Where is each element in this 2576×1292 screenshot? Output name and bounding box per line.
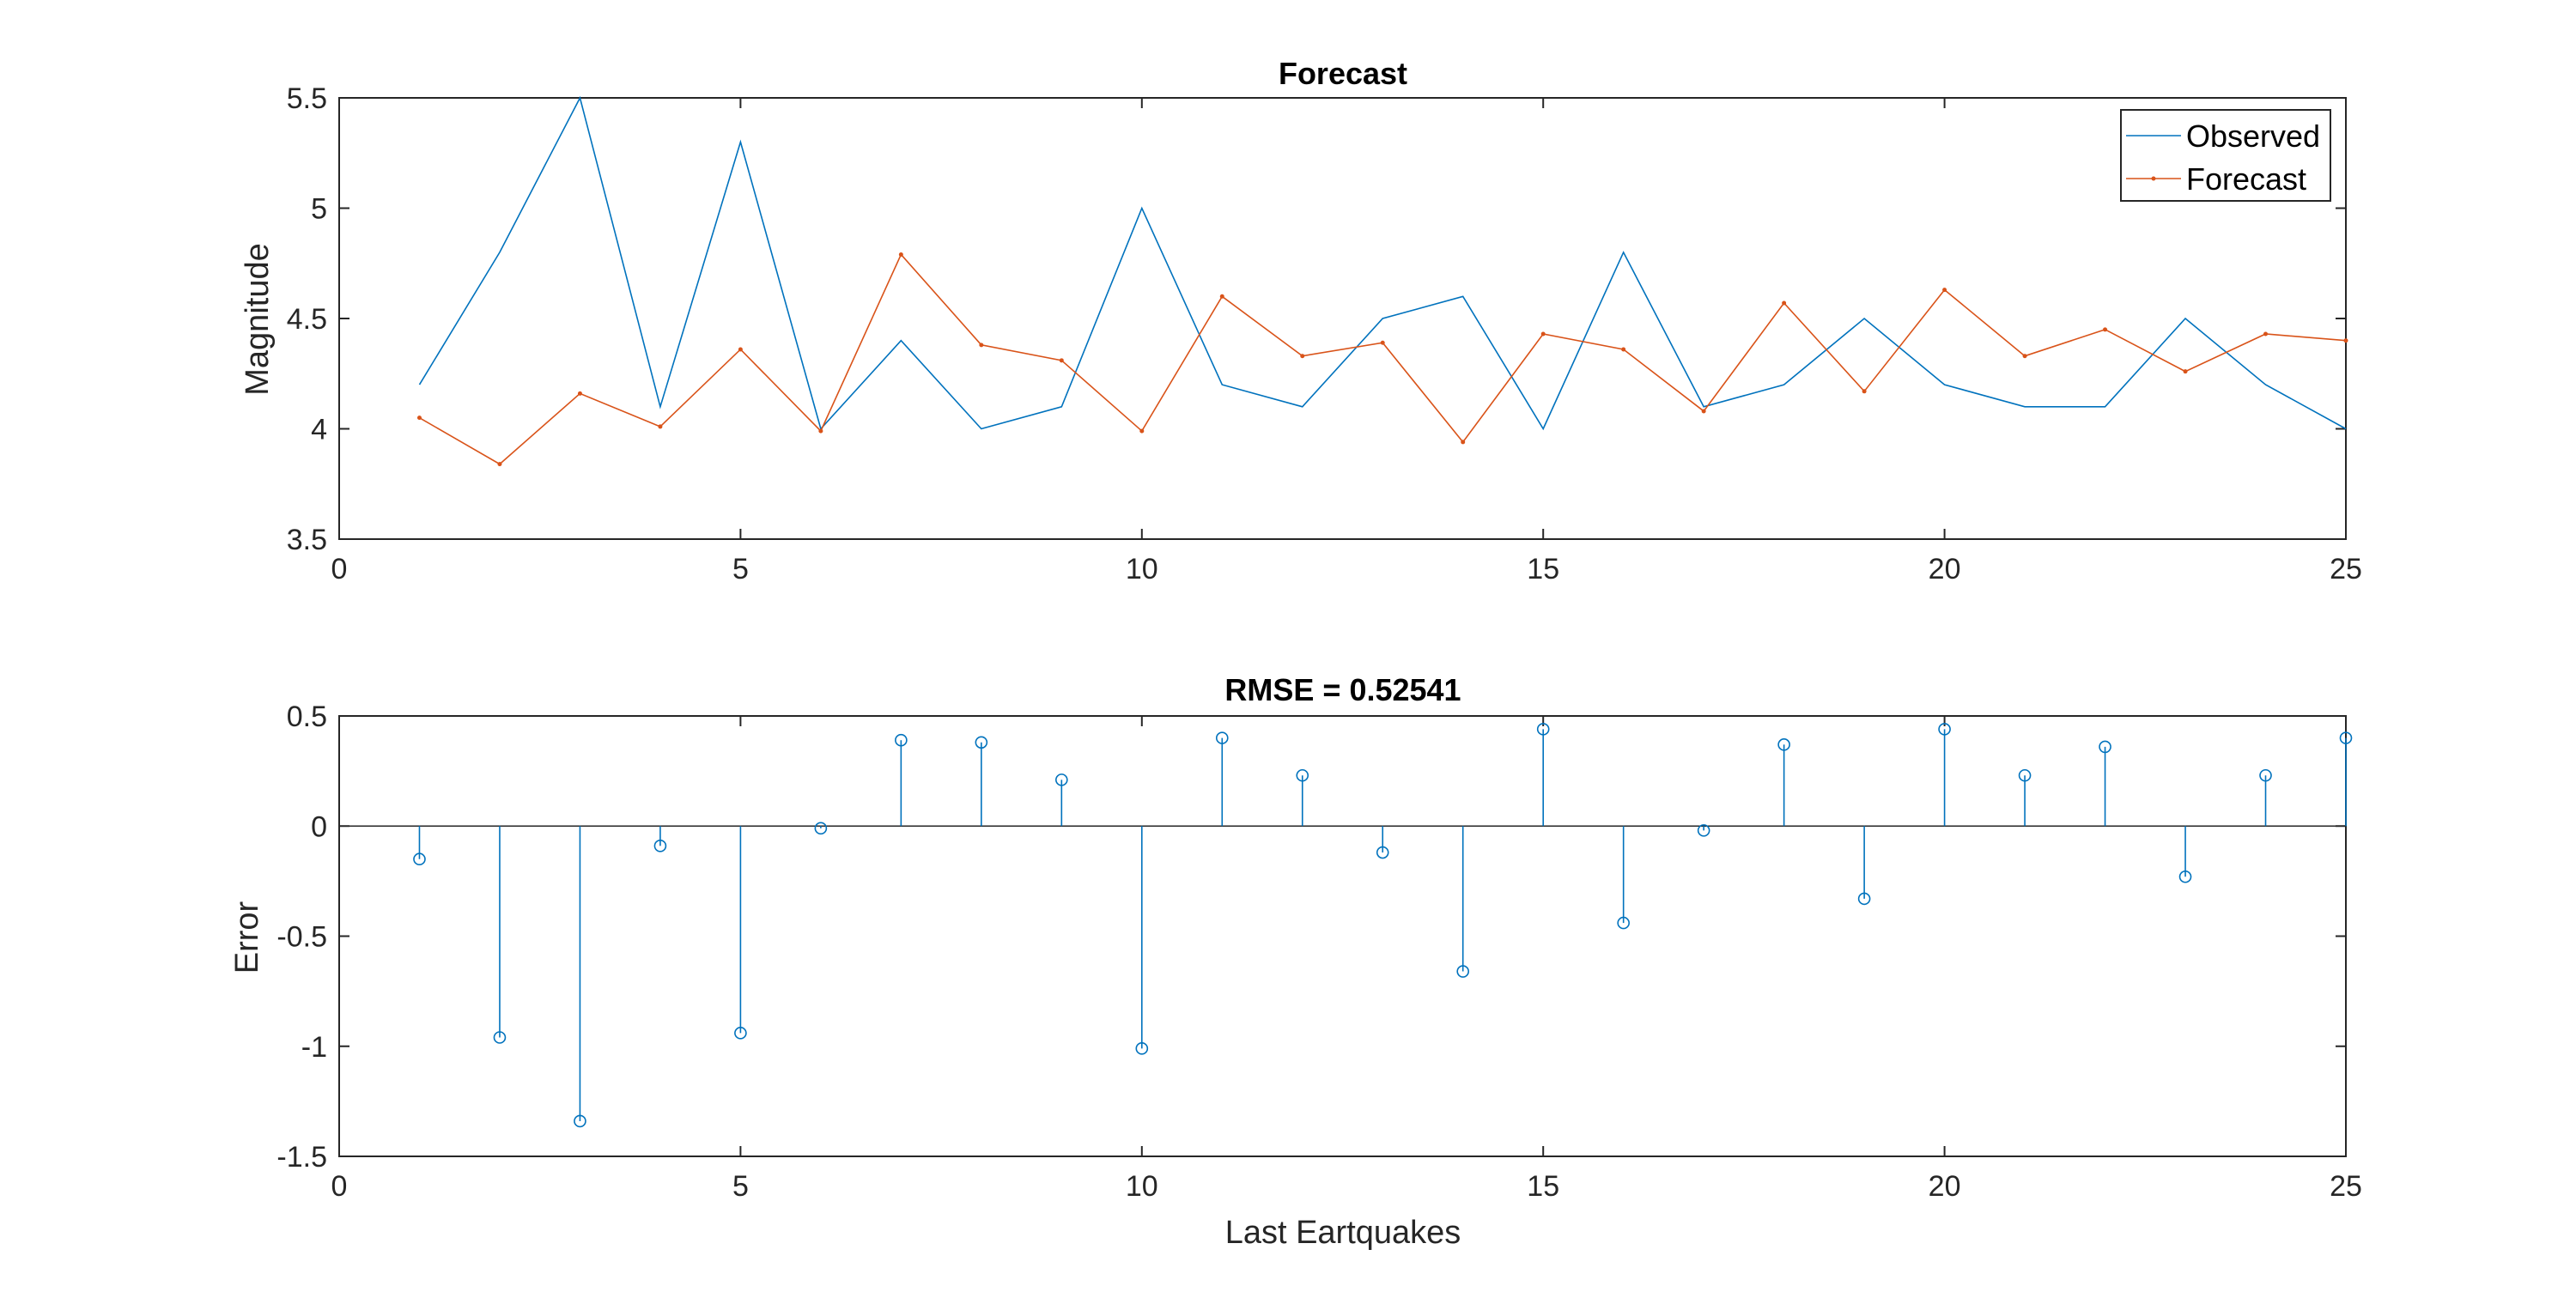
forecast-ylabel: Magnitude xyxy=(240,243,276,395)
error-point xyxy=(493,1031,507,1044)
forecast-xtick-label: 15 xyxy=(1527,553,1559,585)
error-ytick-label: -1 xyxy=(301,1031,327,1064)
forecast-ytick-label: 5 xyxy=(311,193,327,226)
error-point xyxy=(1215,731,1229,744)
series-forecast-point xyxy=(979,343,984,348)
error-point xyxy=(2099,740,2111,754)
forecast-title: Forecast xyxy=(1279,56,1407,91)
error-point xyxy=(734,1027,747,1040)
error-point xyxy=(895,733,908,747)
error-point xyxy=(2178,870,2192,883)
error-xtick-label: 5 xyxy=(732,1170,749,1203)
error-point xyxy=(1938,723,1951,736)
forecast-xtick-label: 20 xyxy=(1929,553,1961,585)
error-point xyxy=(1376,846,1389,859)
forecast-ytick-label: 4.5 xyxy=(287,303,327,336)
error-point xyxy=(653,840,667,852)
error-title: RMSE = 0.52541 xyxy=(1224,672,1461,707)
forecast-xtick-label: 0 xyxy=(331,553,348,585)
series-forecast-point xyxy=(738,347,743,352)
forecast-axes: Forecast Magnitude Observed Forecast 0 5 1… xyxy=(240,56,2362,585)
error-point xyxy=(2339,731,2353,744)
error-ytick-label: -1.5 xyxy=(276,1141,327,1174)
series-forecast-point xyxy=(898,252,903,257)
legend-forecast-marker xyxy=(2151,176,2156,181)
legend-box xyxy=(2120,109,2331,202)
series-forecast-point xyxy=(658,424,663,429)
error-point xyxy=(1697,824,1710,837)
error-point xyxy=(2018,768,2032,782)
error-xtick-label: 15 xyxy=(1527,1170,1559,1203)
error-axes: RMSE = 0.52541 Error Last Eartquakes 0 5 1… xyxy=(229,672,2362,1251)
error-point xyxy=(1135,1042,1149,1055)
error-point xyxy=(975,736,988,749)
series-forecast-point xyxy=(1621,347,1626,352)
error-point xyxy=(1296,768,1309,782)
series-forecast-point xyxy=(1380,340,1385,345)
series-forecast-point xyxy=(1701,409,1706,414)
legend-observed-label: Observed xyxy=(2186,118,2320,154)
error-ytick-label: 0.5 xyxy=(287,701,327,733)
error-xtick-label: 25 xyxy=(2330,1170,2362,1203)
series-forecast-point xyxy=(2103,327,2108,332)
error-point xyxy=(1777,738,1790,751)
error-point xyxy=(2259,768,2272,782)
forecast-ytick-label: 3.5 xyxy=(287,524,327,556)
error-point xyxy=(1055,773,1068,786)
series-forecast-point xyxy=(1540,331,1546,337)
series-forecast-point xyxy=(1219,294,1224,299)
error-ytick-label: 0 xyxy=(311,810,327,843)
series-forecast-point xyxy=(1461,440,1466,445)
series-forecast-point xyxy=(1782,300,1787,306)
forecast-legend: Observed Forecast xyxy=(2120,109,2331,202)
error-xtick-label: 10 xyxy=(1126,1170,1158,1203)
legend-forecast-label: Forecast xyxy=(2186,161,2306,197)
series-forecast-point xyxy=(1300,354,1305,359)
error-point xyxy=(1536,723,1550,736)
series-forecast-point xyxy=(2183,369,2188,374)
error-ytick-label: -0.5 xyxy=(276,921,327,954)
series-forecast-point xyxy=(1059,358,1064,363)
forecast-xtick-label: 25 xyxy=(2330,553,2362,585)
error-xtick-label: 20 xyxy=(1929,1170,1961,1203)
series-forecast-point xyxy=(416,416,422,421)
series-forecast-point xyxy=(1862,389,1867,394)
error-point xyxy=(413,852,426,866)
series-forecast-point xyxy=(2022,354,2027,359)
error-point xyxy=(1617,916,1630,930)
error-xlabel: Last Eartquakes xyxy=(1225,1215,1461,1251)
error-ylabel: Error xyxy=(229,901,265,974)
series-forecast-point xyxy=(2343,338,2348,343)
forecast-ytick-label: 5.5 xyxy=(287,82,327,115)
series-forecast-point xyxy=(577,391,582,396)
error-point xyxy=(814,822,828,835)
series-observed-line xyxy=(418,95,2347,431)
error-xtick-label: 0 xyxy=(331,1170,348,1203)
error-point xyxy=(574,1114,586,1128)
series-forecast-point xyxy=(1139,428,1145,434)
forecast-xtick-label: 10 xyxy=(1126,553,1158,585)
error-point xyxy=(1857,892,1871,906)
forecast-xtick-label: 5 xyxy=(732,553,749,585)
series-forecast-point xyxy=(497,462,502,467)
series-forecast-point xyxy=(2263,331,2269,337)
series-forecast-point xyxy=(818,428,823,434)
forecast-ytick-label: 4 xyxy=(311,414,327,446)
series-forecast-point xyxy=(1942,288,1947,293)
error-point xyxy=(1456,965,1470,978)
